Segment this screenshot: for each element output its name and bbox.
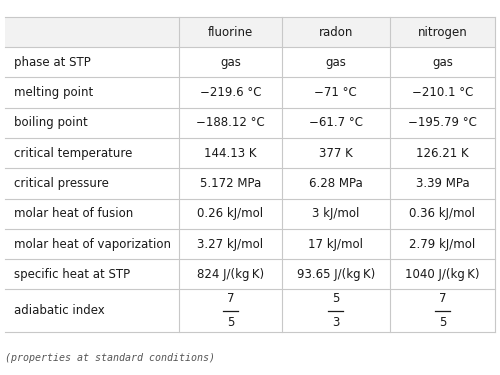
Bar (390, 108, 495, 138)
Bar (179, 78, 282, 108)
Bar (179, 290, 282, 332)
Text: 0.26 kJ/mol: 0.26 kJ/mol (198, 207, 264, 220)
Bar (179, 138, 282, 168)
Bar (282, 47, 390, 78)
Text: −210.1 °C: −210.1 °C (412, 86, 473, 99)
Text: molar heat of vaporization: molar heat of vaporization (14, 237, 171, 250)
Bar (5, 17, 179, 47)
Text: 93.65 J/(kg K): 93.65 J/(kg K) (296, 268, 375, 281)
Text: adiabatic index: adiabatic index (14, 304, 105, 317)
Text: 5.172 MPa: 5.172 MPa (200, 177, 261, 190)
Bar (5, 47, 179, 78)
Bar (390, 47, 495, 78)
Bar (390, 259, 495, 290)
Text: boiling point: boiling point (14, 116, 88, 129)
Bar (179, 17, 282, 47)
Text: 3.27 kJ/mol: 3.27 kJ/mol (198, 237, 264, 250)
Bar (5, 199, 179, 229)
Bar (5, 290, 179, 332)
Text: 5: 5 (332, 292, 340, 305)
Bar (179, 259, 282, 290)
Text: (properties at standard conditions): (properties at standard conditions) (5, 353, 215, 363)
Text: phase at STP: phase at STP (14, 56, 91, 69)
Bar (179, 47, 282, 78)
Text: −61.7 °C: −61.7 °C (309, 116, 363, 129)
Text: 126.21 K: 126.21 K (416, 147, 469, 160)
Bar (282, 199, 390, 229)
Bar (5, 229, 179, 259)
Text: 17 kJ/mol: 17 kJ/mol (308, 237, 363, 250)
Bar (179, 108, 282, 138)
Bar (390, 78, 495, 108)
Bar (282, 138, 390, 168)
Bar (390, 17, 495, 47)
Text: 824 J/(kg K): 824 J/(kg K) (197, 268, 264, 281)
Bar (179, 199, 282, 229)
Text: −219.6 °C: −219.6 °C (200, 86, 261, 99)
Text: 7: 7 (226, 292, 234, 305)
Text: 377 K: 377 K (319, 147, 352, 160)
Text: gas: gas (220, 56, 241, 69)
Text: fluorine: fluorine (208, 26, 253, 39)
Text: 3 kJ/mol: 3 kJ/mol (312, 207, 360, 220)
Text: 3: 3 (332, 316, 340, 329)
Bar (390, 168, 495, 199)
Bar (5, 168, 179, 199)
Bar (5, 138, 179, 168)
Text: gas: gas (326, 56, 346, 69)
Text: critical temperature: critical temperature (14, 147, 132, 160)
Text: nitrogen: nitrogen (418, 26, 467, 39)
Bar (390, 199, 495, 229)
Bar (282, 108, 390, 138)
Text: 5: 5 (226, 316, 234, 329)
Text: 144.13 K: 144.13 K (204, 147, 256, 160)
Text: critical pressure: critical pressure (14, 177, 109, 190)
Text: specific heat at STP: specific heat at STP (14, 268, 130, 281)
Bar (5, 108, 179, 138)
Bar (282, 259, 390, 290)
Bar (282, 78, 390, 108)
Bar (5, 78, 179, 108)
Text: radon: radon (318, 26, 353, 39)
Text: −195.79 °C: −195.79 °C (408, 116, 477, 129)
Text: 7: 7 (438, 292, 446, 305)
Text: −71 °C: −71 °C (314, 86, 357, 99)
Bar (390, 138, 495, 168)
Bar (282, 290, 390, 332)
Bar (282, 168, 390, 199)
Text: −188.12 °C: −188.12 °C (196, 116, 265, 129)
Bar (179, 229, 282, 259)
Text: 3.39 MPa: 3.39 MPa (416, 177, 469, 190)
Text: gas: gas (432, 56, 453, 69)
Text: 0.36 kJ/mol: 0.36 kJ/mol (410, 207, 476, 220)
Bar (390, 290, 495, 332)
Text: 2.79 kJ/mol: 2.79 kJ/mol (409, 237, 476, 250)
Bar (390, 229, 495, 259)
Text: 6.28 MPa: 6.28 MPa (309, 177, 362, 190)
Bar (5, 259, 179, 290)
Bar (282, 17, 390, 47)
Text: molar heat of fusion: molar heat of fusion (14, 207, 133, 220)
Text: 1040 J/(kg K): 1040 J/(kg K) (405, 268, 479, 281)
Bar (179, 168, 282, 199)
Text: 5: 5 (438, 316, 446, 329)
Bar (282, 229, 390, 259)
Text: melting point: melting point (14, 86, 93, 99)
